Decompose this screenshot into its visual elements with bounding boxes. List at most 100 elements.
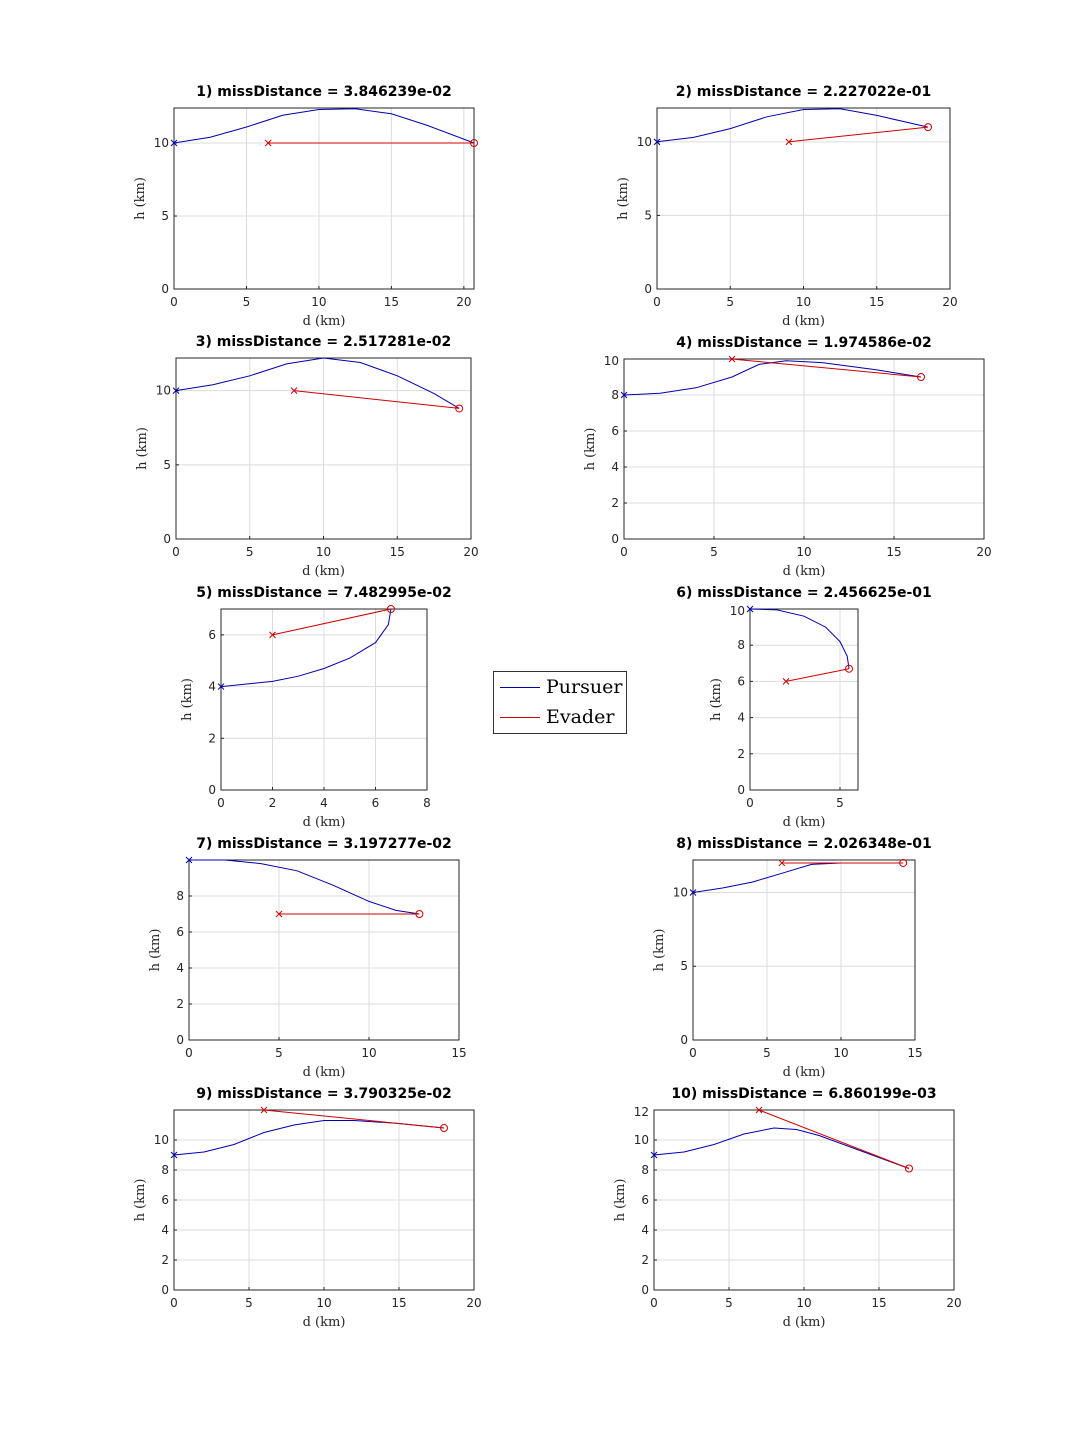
y-axis-label: h (km) — [583, 428, 598, 471]
x-tick-label: 10 — [833, 1046, 848, 1060]
y-tick-label: 0 — [161, 1283, 169, 1297]
y-axis-label: h (km) — [709, 678, 724, 721]
y-tick-label: 10 — [154, 1133, 169, 1147]
pursuer-start-marker — [620, 391, 628, 399]
y-tick-label: 10 — [634, 1133, 649, 1147]
y-tick-label: 0 — [161, 282, 169, 296]
x-tick-label: 0 — [217, 796, 225, 810]
intercept-marker — [415, 910, 424, 918]
x-tick-label: 5 — [763, 1046, 771, 1060]
x-tick-label: 5 — [726, 295, 734, 309]
x-tick-label: 15 — [390, 545, 405, 559]
x-tick-label: 0 — [653, 295, 661, 309]
y-tick-label: 4 — [208, 680, 216, 694]
axes-box — [749, 608, 859, 791]
y-tick-label: 5 — [161, 209, 169, 223]
evader-start-marker — [290, 387, 298, 394]
y-tick-label: 6 — [611, 424, 619, 438]
x-tick-label: 15 — [384, 295, 399, 309]
y-tick-label: 4 — [641, 1223, 649, 1237]
intercept-marker — [924, 123, 933, 132]
y-tick-label: 10 — [156, 384, 171, 398]
subplot-title: 1) missDistance = 3.846239e-02 — [196, 84, 452, 100]
x-tick-label: 15 — [451, 1046, 466, 1060]
evader-start-marker — [785, 138, 793, 146]
subplot-title: 9) missDistance = 3.790325e-02 — [196, 1086, 452, 1102]
axes-box — [220, 608, 428, 791]
x-tick-label: 0 — [620, 545, 628, 559]
pursuer-trajectory — [189, 859, 420, 915]
x-axis-label: d (km) — [303, 1315, 346, 1330]
y-tick-label: 0 — [176, 1033, 184, 1047]
x-axis-label: d (km) — [303, 1065, 346, 1080]
subplot-title: 7) missDistance = 3.197277e-02 — [196, 836, 452, 852]
x-tick-label: 4 — [320, 796, 328, 810]
y-tick-label: 8 — [641, 1163, 649, 1177]
subplot-10: 0 5 10 15 20 0 2 4 6 8 10 12 10) missDistance = 6.86… — [613, 1086, 962, 1330]
y-tick-label: 10 — [604, 354, 619, 368]
x-tick-label: 15 — [871, 1296, 886, 1310]
pursuer-trajectory — [175, 357, 460, 409]
subplot-3: 0 5 10 15 20 0 5 10 3) missDistance = 2.517281e-… — [135, 334, 479, 579]
x-tick-label: 0 — [170, 295, 178, 309]
subplot-4: 0 5 10 15 20 0 2 4 6 8 10 4) missDistance = 1.97458… — [583, 335, 992, 579]
x-tick-label: 15 — [391, 1296, 406, 1310]
x-tick-label: 8 — [423, 796, 431, 810]
y-tick-label: 2 — [641, 1253, 649, 1267]
x-tick-label: 0 — [746, 796, 754, 810]
evader-start-marker — [269, 631, 276, 639]
x-tick-label: 5 — [275, 1046, 283, 1060]
evader-start-marker — [755, 1106, 763, 1114]
y-tick-label: 2 — [176, 997, 184, 1011]
x-tick-label: 10 — [796, 1296, 811, 1310]
x-tick-label: 0 — [170, 1296, 178, 1310]
axes-box — [173, 107, 475, 290]
y-tick-label: 0 — [680, 1033, 688, 1047]
x-tick-label: 20 — [942, 295, 957, 309]
y-tick-label: 6 — [737, 674, 745, 688]
y-tick-label: 2 — [208, 731, 216, 745]
subplot-9: 0 5 10 15 20 0 2 4 6 8 10 9) missDistance = 3.79032… — [133, 1086, 482, 1330]
intercept-marker — [455, 404, 464, 413]
x-tick-label: 5 — [246, 545, 254, 559]
intercept-marker — [899, 858, 908, 867]
x-tick-label: 20 — [456, 295, 471, 309]
intercept-marker — [917, 373, 925, 381]
pursuer-trajectory — [173, 108, 475, 144]
y-axis-label: h (km) — [180, 678, 195, 721]
evader-line-swatch — [500, 716, 540, 718]
y-tick-label: 8 — [737, 638, 745, 652]
pursuer-start-marker — [746, 605, 754, 613]
axes-box — [692, 859, 916, 1041]
legend: Pursuer Evader — [493, 671, 627, 734]
y-tick-label: 6 — [161, 1193, 169, 1207]
x-tick-label: 0 — [185, 1046, 193, 1060]
y-tick-label: 5 — [680, 959, 688, 973]
y-tick-label: 6 — [176, 925, 184, 939]
y-axis-label: h (km) — [613, 1179, 628, 1222]
evader-trajectory — [272, 608, 392, 636]
pursuer-start-marker — [170, 139, 178, 147]
evader-trajectory — [785, 668, 850, 682]
y-axis-label: h (km) — [652, 929, 667, 972]
subplot-1: 0 5 10 15 20 0 5 10 1) missDistance = 3.846239e-… — [133, 84, 478, 329]
y-tick-label: 8 — [161, 1163, 169, 1177]
pursuer-start-marker — [650, 1151, 658, 1159]
subplot-title: 8) missDistance = 2.026348e-01 — [676, 836, 932, 852]
y-tick-label: 6 — [208, 628, 216, 642]
x-tick-label: 0 — [650, 1296, 658, 1310]
subplot-title: 5) missDistance = 7.482995e-02 — [196, 585, 452, 601]
x-tick-label: 5 — [245, 1296, 253, 1310]
pursuer-trajectory — [749, 608, 850, 669]
y-tick-label: 6 — [641, 1193, 649, 1207]
pursuer-trajectory — [653, 1127, 910, 1169]
y-tick-label: 0 — [163, 532, 171, 546]
subplot-title: 2) missDistance = 2.227022e-01 — [676, 84, 932, 100]
y-tick-label: 10 — [673, 885, 688, 899]
x-tick-label: 10 — [316, 1296, 331, 1310]
y-axis-label: h (km) — [148, 929, 163, 972]
x-tick-label: 0 — [172, 545, 180, 559]
y-tick-label: 10 — [637, 135, 652, 149]
x-tick-label: 5 — [710, 545, 718, 559]
y-tick-label: 0 — [737, 783, 745, 797]
